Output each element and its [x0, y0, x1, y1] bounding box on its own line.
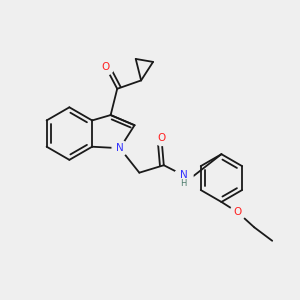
- Circle shape: [112, 140, 128, 156]
- Text: N: N: [116, 143, 124, 153]
- Circle shape: [154, 130, 169, 146]
- Text: O: O: [234, 207, 242, 218]
- Circle shape: [98, 59, 114, 75]
- Text: O: O: [157, 133, 166, 143]
- Text: H: H: [180, 178, 187, 188]
- Circle shape: [230, 205, 246, 220]
- Circle shape: [174, 168, 193, 187]
- Text: N: N: [180, 170, 188, 180]
- Text: O: O: [102, 62, 110, 72]
